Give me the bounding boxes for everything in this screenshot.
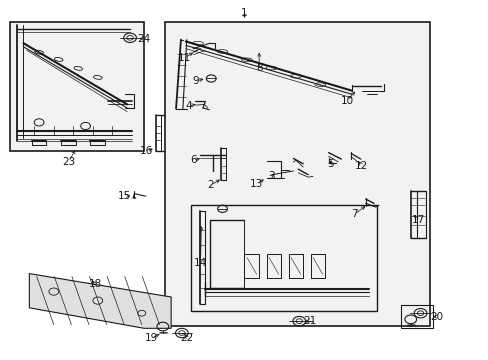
Text: 16: 16 [140, 146, 153, 156]
Bar [400, 305, 432, 328]
Text: 10: 10 [340, 96, 353, 106]
Text: 6: 6 [189, 155, 196, 165]
Text: 15: 15 [118, 191, 131, 201]
Text: 1: 1 [241, 8, 247, 18]
Bar [10, 22, 144, 151]
Text: 22: 22 [180, 333, 194, 343]
Text: 11: 11 [178, 53, 191, 63]
Text: 23: 23 [61, 157, 75, 167]
Text: 14: 14 [193, 258, 207, 268]
Text: 20: 20 [429, 312, 442, 322]
Text: 24: 24 [137, 34, 151, 44]
Text: 19: 19 [144, 333, 158, 343]
Polygon shape [29, 274, 171, 328]
Text: 17: 17 [410, 215, 424, 225]
Text: 4: 4 [184, 101, 191, 111]
Bar [165, 22, 429, 326]
Text: 12: 12 [354, 161, 368, 171]
Text: 21: 21 [302, 316, 316, 326]
Text: 5: 5 [326, 159, 333, 169]
Text: 7: 7 [350, 209, 357, 219]
Bar [190, 205, 376, 311]
Text: 9: 9 [192, 76, 199, 86]
Text: 13: 13 [249, 179, 263, 189]
Text: 8: 8 [255, 63, 262, 73]
Text: 2: 2 [206, 180, 213, 190]
Text: 3: 3 [267, 171, 274, 181]
Text: 18: 18 [88, 279, 102, 289]
